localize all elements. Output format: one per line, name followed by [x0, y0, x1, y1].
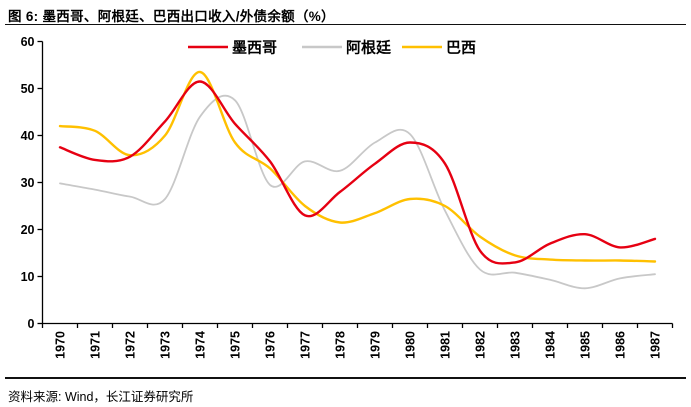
x-axis-label: 1981: [439, 331, 453, 359]
y-axis-label: 50: [21, 82, 35, 96]
y-axis-label: 30: [21, 176, 35, 190]
legend-label: 墨西哥: [232, 40, 277, 57]
y-axis-label: 40: [21, 129, 35, 143]
x-axis-label: 1983: [509, 331, 523, 359]
y-axis-label: 20: [21, 223, 35, 237]
x-axis-label: 1975: [229, 331, 243, 359]
x-axis-label: 1979: [369, 331, 383, 359]
x-axis-label: 1970: [54, 331, 68, 359]
series-line-mexico: [58, 80, 657, 265]
legend-item-mexico: 墨西哥: [188, 40, 277, 57]
source-note: 资料来源: Wind，长江证券研究所: [8, 390, 194, 404]
series-line-argentina: [59, 94, 656, 290]
axes: [41, 41, 673, 325]
bottom-divider: [5, 377, 686, 379]
legend-label: 巴西: [446, 40, 476, 57]
y-axis-label: 60: [21, 35, 35, 49]
x-axis-label: 1986: [614, 331, 628, 359]
legend-label: 阿根廷: [346, 39, 392, 57]
x-axis-label: 1972: [124, 331, 138, 359]
x-axis-label: 1984: [544, 331, 558, 359]
x-axis-label: 1982: [474, 331, 488, 359]
x-axis-label: 1977: [299, 331, 313, 359]
title-divider: [5, 23, 686, 26]
x-axis-label: 1978: [334, 331, 348, 359]
x-axis-label: 1973: [159, 331, 173, 359]
x-axis-label: 1980: [404, 331, 418, 359]
x-axis-label: 1974: [194, 331, 208, 359]
x-axis-label: 1971: [89, 331, 103, 359]
figure-title: 图 6: 墨西哥、阿根廷、巴西出口收入/外债余额（%）: [8, 9, 335, 24]
x-axis-label: 1976: [264, 331, 278, 359]
legend-item-brazil: 巴西: [402, 40, 476, 57]
x-axis-label: 1985: [579, 331, 593, 359]
y-axis-label: 0: [28, 317, 35, 331]
x-axis-label: 1987: [649, 331, 663, 359]
series-line-brazil: [58, 70, 657, 263]
y-axis-label: 10: [21, 270, 35, 284]
legend-item-argentina: 阿根廷: [302, 39, 392, 57]
chart: 0 10 20 30 40 50 60 1970 1971 1972 1973 1974 1975 197…: [21, 35, 674, 359]
